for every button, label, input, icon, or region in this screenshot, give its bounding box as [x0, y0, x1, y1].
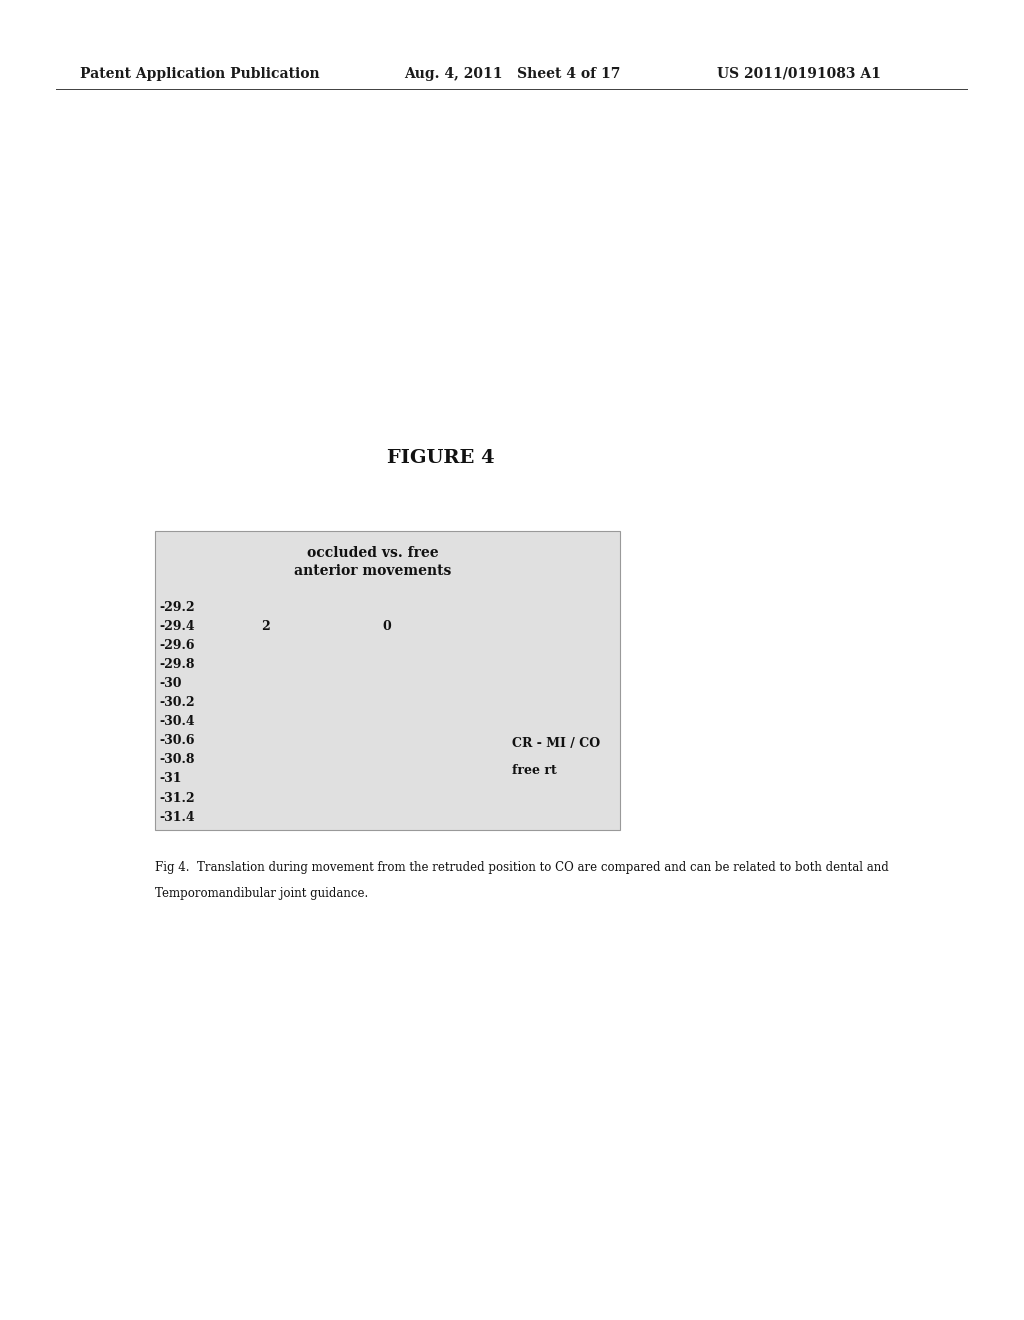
- Text: -31.4: -31.4: [160, 810, 196, 824]
- Text: US 2011/0191083 A1: US 2011/0191083 A1: [717, 67, 881, 81]
- Text: -31: -31: [160, 772, 182, 785]
- Text: -29.8: -29.8: [160, 657, 196, 671]
- Text: Temporomandibular joint guidance.: Temporomandibular joint guidance.: [155, 887, 368, 900]
- Text: 0: 0: [383, 620, 391, 632]
- Text: FIGURE 4: FIGURE 4: [386, 449, 495, 467]
- Text: -30: -30: [160, 677, 182, 690]
- Text: Fig 4.  Translation during movement from the retruded position to CO are compare: Fig 4. Translation during movement from …: [155, 861, 889, 874]
- Text: -29.6: -29.6: [160, 639, 196, 652]
- Text: -30.6: -30.6: [160, 734, 196, 747]
- Text: -29.4: -29.4: [160, 620, 196, 632]
- Text: -31.2: -31.2: [160, 792, 196, 804]
- Text: Patent Application Publication: Patent Application Publication: [80, 67, 319, 81]
- Text: -30.2: -30.2: [160, 696, 196, 709]
- Text: 2: 2: [261, 620, 269, 632]
- Text: occluded vs. free
anterior movements: occluded vs. free anterior movements: [295, 546, 452, 578]
- Text: -29.2: -29.2: [160, 601, 196, 614]
- Text: free rt: free rt: [512, 764, 557, 777]
- Text: -30.8: -30.8: [160, 754, 196, 767]
- Text: -30.4: -30.4: [160, 715, 196, 729]
- Text: CR - MI / CO: CR - MI / CO: [512, 737, 600, 750]
- Text: Aug. 4, 2011   Sheet 4 of 17: Aug. 4, 2011 Sheet 4 of 17: [404, 67, 621, 81]
